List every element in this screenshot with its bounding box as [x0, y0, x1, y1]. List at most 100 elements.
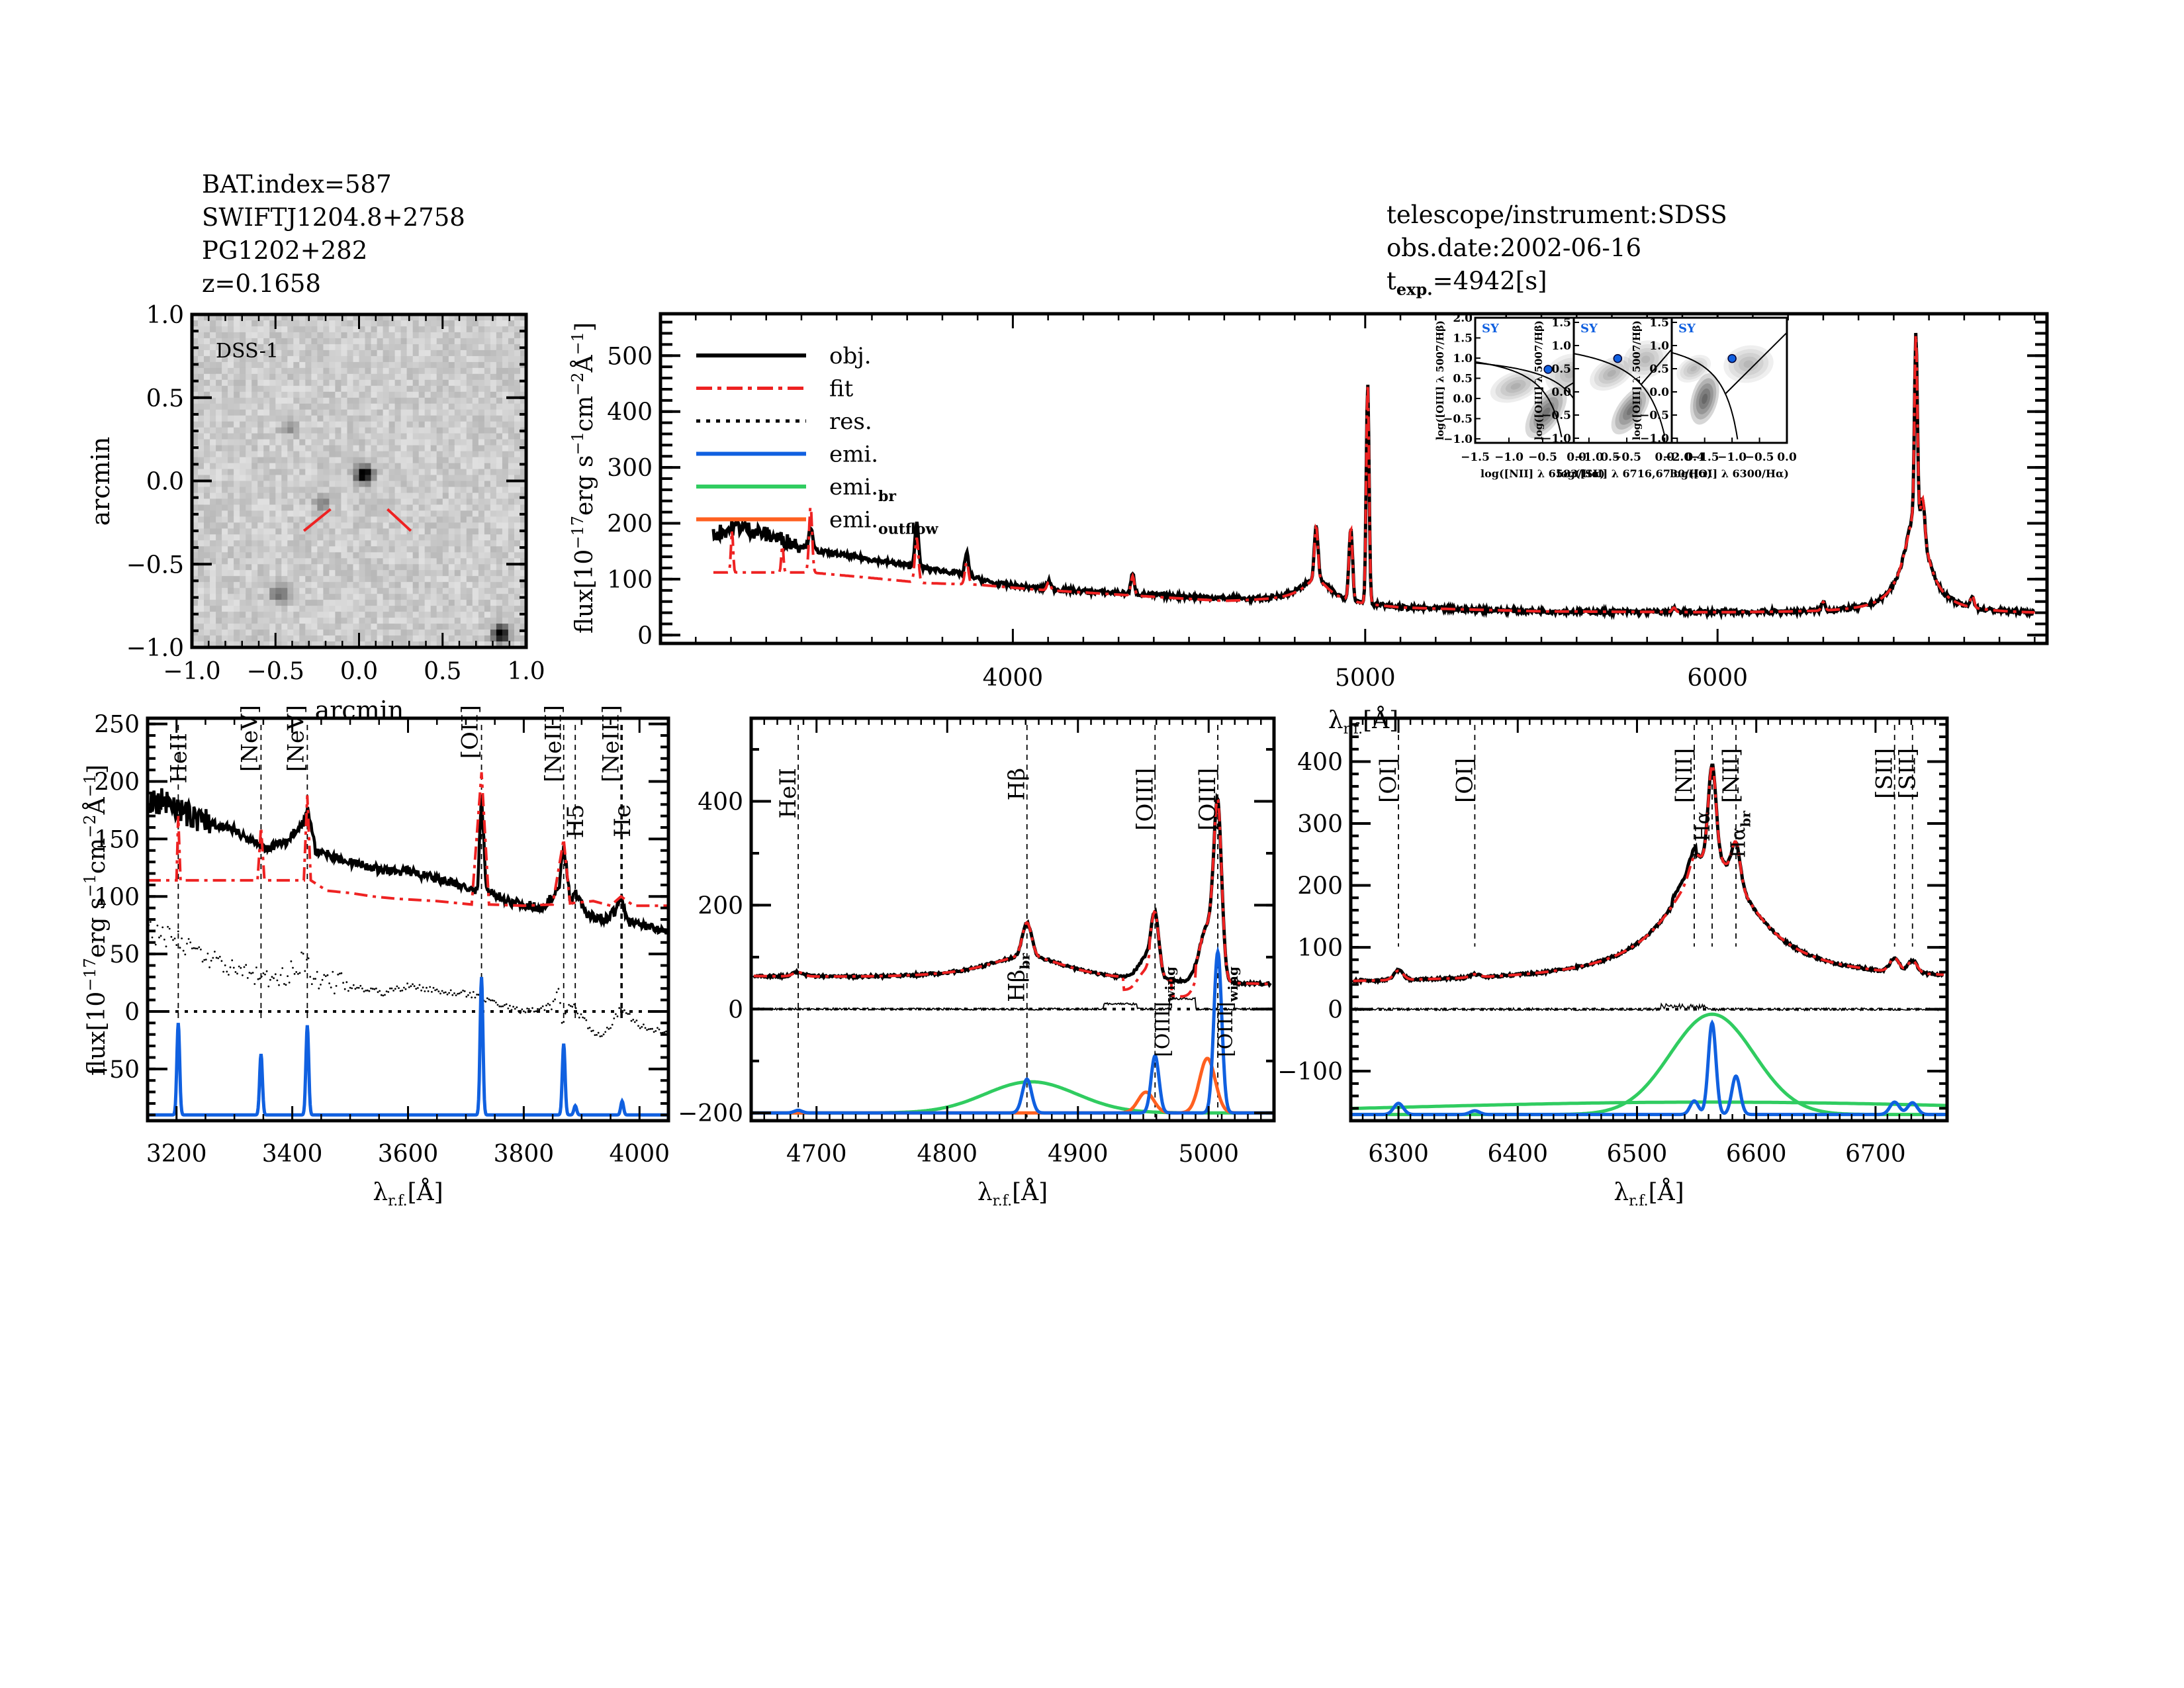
image-pixel: [406, 367, 414, 375]
image-pixel: [251, 320, 258, 327]
image-pixel: [454, 606, 461, 612]
image-pixel: [281, 576, 288, 583]
image-pixel: [251, 594, 258, 600]
image-pixel: [216, 510, 222, 517]
residual-point: [361, 987, 363, 990]
image-pixel: [329, 588, 336, 594]
image-pixel: [216, 433, 222, 440]
image-pixel: [514, 367, 521, 375]
image-pixel: [263, 367, 270, 375]
image-pixel: [222, 546, 228, 553]
image-pixel: [317, 332, 324, 339]
image-pixel: [400, 612, 408, 618]
image-pixel: [359, 588, 366, 594]
image-pixel: [412, 421, 420, 428]
image-pixel: [371, 361, 378, 369]
image-pixel: [478, 367, 485, 375]
image-pixel: [341, 379, 348, 387]
image-pixel: [353, 403, 360, 410]
image-pixel: [514, 492, 521, 500]
image-pixel: [234, 350, 240, 357]
image-pixel: [460, 540, 467, 547]
residual-point: [537, 1008, 539, 1010]
image-pixel: [460, 314, 467, 321]
image-pixel: [353, 409, 360, 416]
image-pixel: [442, 320, 449, 327]
residual-point: [488, 998, 490, 1001]
image-pixel: [317, 344, 324, 351]
image-pixel: [246, 344, 252, 351]
image-pixel: [496, 397, 503, 404]
image-pixel: [335, 552, 342, 559]
image-pixel: [365, 421, 372, 428]
image-pixel: [514, 635, 521, 642]
image-pixel: [347, 516, 354, 523]
image-pixel: [204, 433, 210, 440]
image-pixel: [400, 344, 408, 351]
image-pixel: [275, 641, 282, 648]
image-pixel: [466, 373, 473, 381]
residual-point: [431, 991, 433, 993]
image-pixel: [240, 361, 246, 369]
image-pixel: [400, 588, 408, 594]
image-pixel: [222, 379, 228, 387]
image-pixel: [234, 540, 240, 547]
image-pixel: [460, 379, 467, 387]
image-pixel: [442, 445, 449, 452]
image-pixel: [430, 433, 437, 440]
image-pixel: [257, 552, 264, 559]
image-pixel: [388, 320, 396, 327]
image-pixel: [400, 385, 408, 393]
image-pixel: [412, 361, 420, 369]
image-pixel: [394, 606, 402, 612]
image-pixel: [269, 439, 276, 446]
image-pixel: [287, 391, 294, 399]
image-pixel: [263, 481, 270, 488]
residual-point: [493, 1000, 496, 1002]
image-pixel: [293, 498, 300, 505]
image-pixel: [317, 391, 324, 399]
residual-point: [651, 1027, 653, 1030]
image-pixel: [216, 469, 222, 476]
image-pixel: [335, 397, 342, 404]
image-pixel: [466, 522, 473, 529]
image-pixel: [335, 624, 342, 630]
image-pixel: [192, 630, 199, 636]
image-pixel: [442, 546, 449, 553]
image-pixel: [490, 475, 497, 482]
image-pixel: [240, 588, 246, 594]
image-pixel: [341, 594, 348, 600]
legend-label-0: obj.: [829, 343, 872, 369]
image-pixel: [323, 516, 330, 523]
image-pixel: [400, 421, 408, 428]
image-pixel: [317, 635, 324, 642]
residual-point: [458, 992, 461, 995]
image-pixel: [383, 552, 390, 559]
residual-point: [186, 943, 188, 945]
image-pixel: [400, 379, 408, 387]
image-pixel: [335, 320, 342, 327]
image-pixel: [430, 522, 437, 529]
image-pixel: [460, 326, 467, 333]
density-contour: [1686, 363, 1701, 375]
image-pixel: [466, 445, 473, 452]
residual-point: [220, 960, 223, 962]
image-pixel: [240, 600, 246, 606]
image-pixel: [383, 451, 390, 458]
image-pixel: [353, 618, 360, 624]
image-pixel: [365, 487, 372, 494]
residual-point: [251, 972, 254, 974]
image-pixel: [299, 433, 306, 440]
image-pixel: [281, 534, 288, 541]
image-pixel: [353, 498, 360, 505]
image-pixel: [287, 481, 294, 488]
image-pixel: [263, 588, 270, 594]
residual-point: [449, 989, 452, 992]
image-pixel: [484, 445, 491, 452]
image-pixel: [365, 355, 372, 363]
image-pixel: [371, 576, 378, 583]
image-pixel: [478, 451, 485, 458]
residual-point: [435, 988, 438, 991]
image-pixel: [478, 385, 485, 393]
image-pixel: [329, 558, 336, 565]
